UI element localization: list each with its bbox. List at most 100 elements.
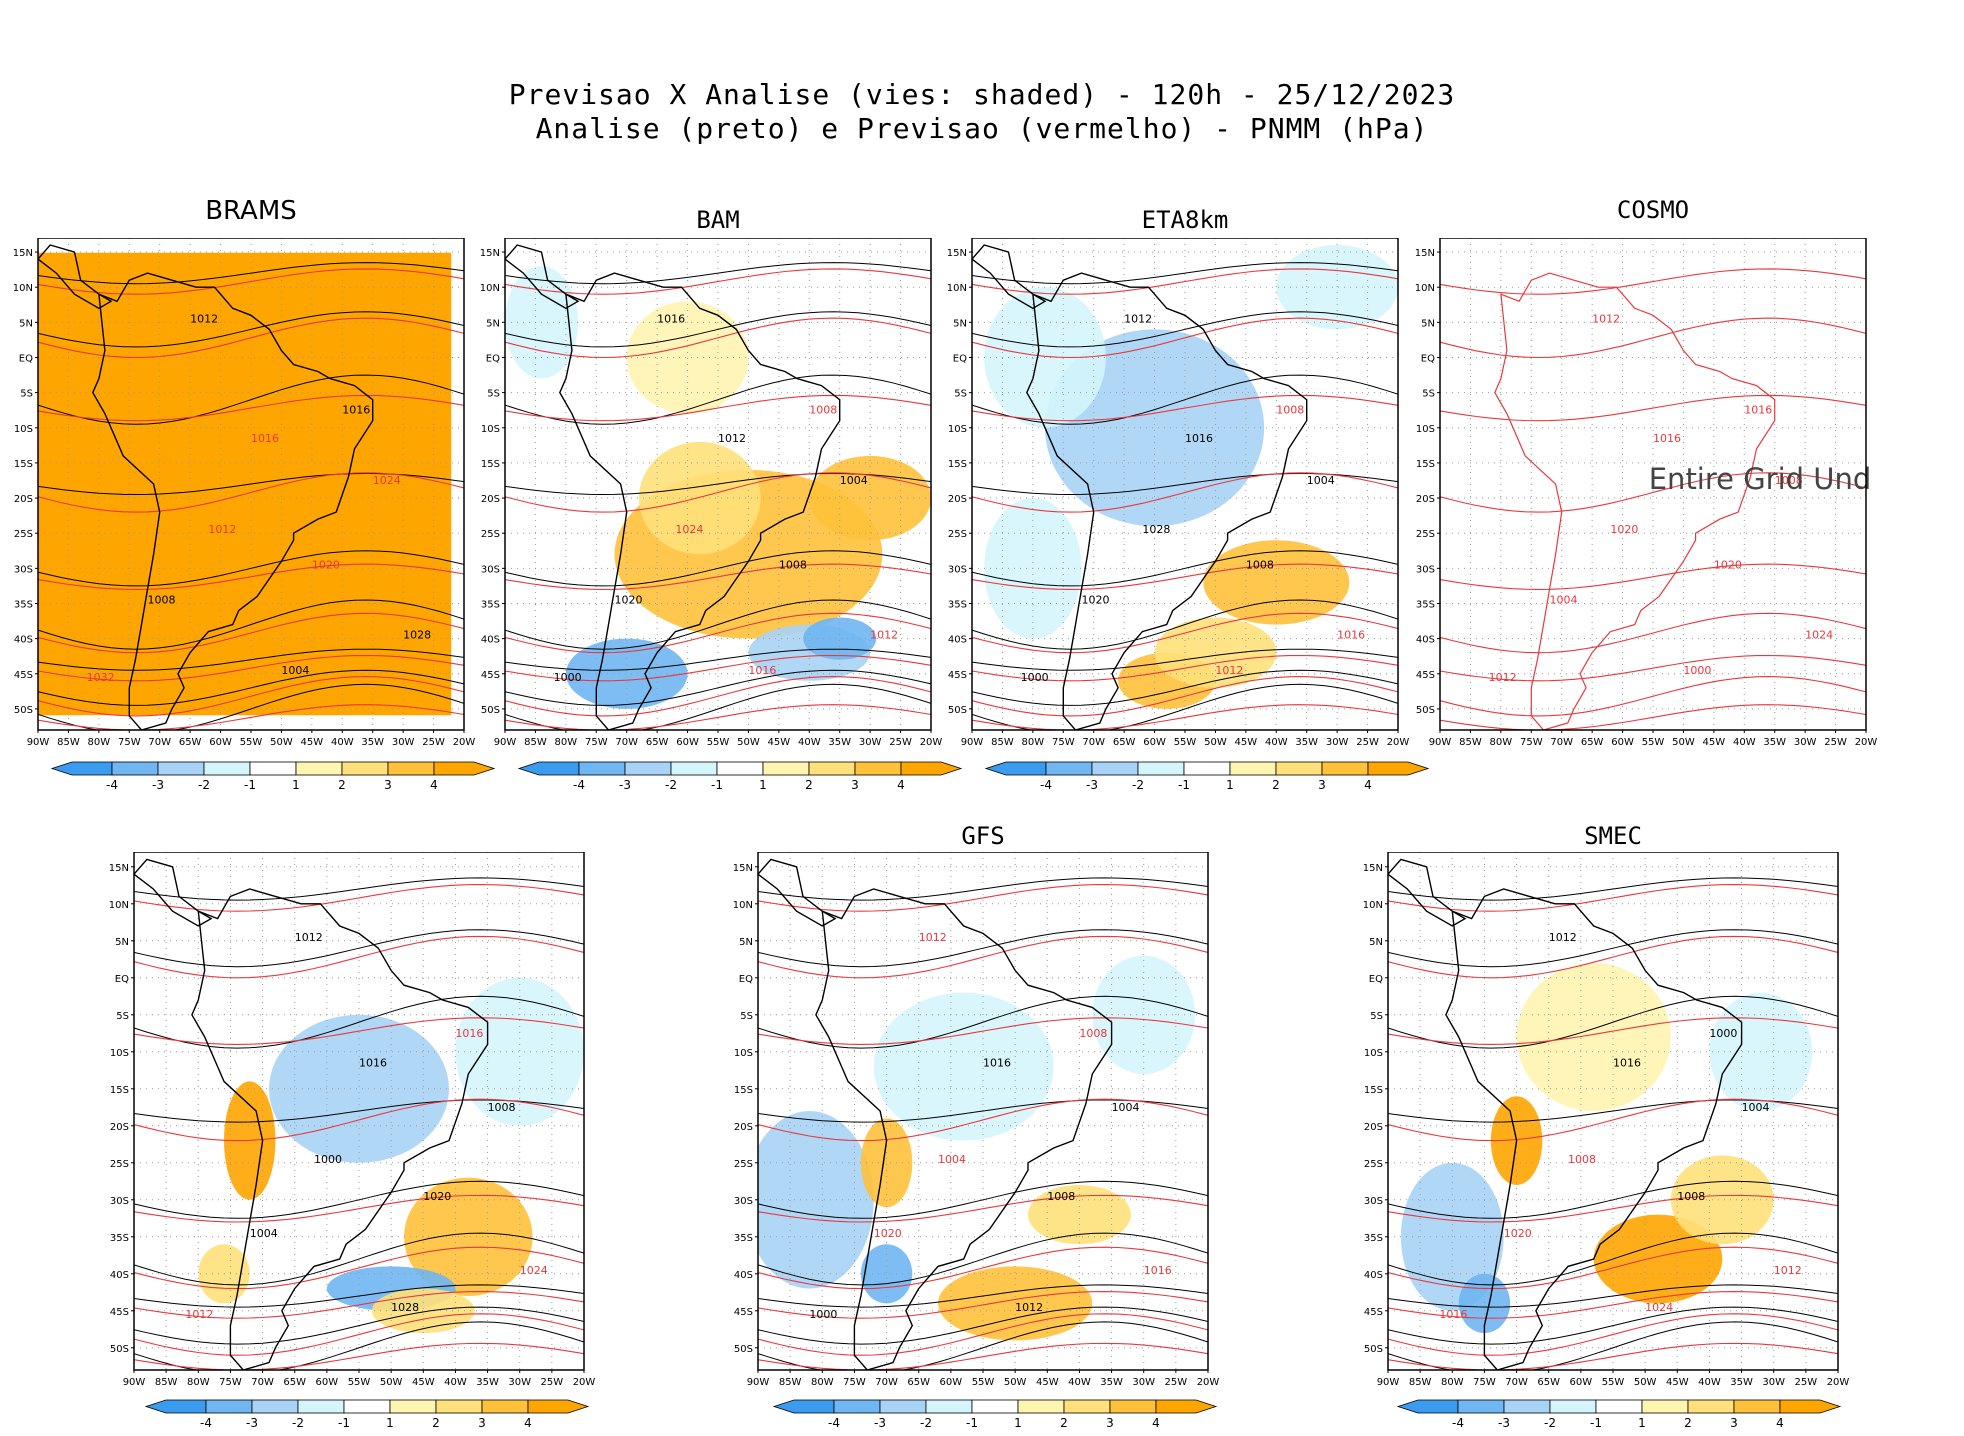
lat-tick-label: 25S: [1364, 1159, 1383, 1170]
analysis-isobar: [134, 1306, 584, 1345]
contour-label: 1020: [1610, 523, 1638, 536]
contour-label: 1012: [1215, 664, 1243, 677]
colorbar-segment: [1229, 761, 1277, 776]
lat-tick-label: 10S: [1416, 424, 1435, 435]
lat-tick-label: 30S: [110, 1196, 129, 1207]
colorbar-label: 4: [897, 778, 905, 792]
contour-label: 1020: [1504, 1227, 1532, 1240]
forecast-isobar: [972, 317, 1398, 359]
lat-tick-label: 5S: [1422, 389, 1435, 400]
forecast-isobar: [1440, 704, 1866, 730]
lat-tick-label: 20S: [1416, 494, 1435, 505]
colorbar-label: 2: [1684, 1416, 1692, 1430]
colorbar-segment: [295, 761, 343, 776]
forecast-isobar: [1388, 1246, 1838, 1290]
forecast-isobar: [1388, 1291, 1838, 1319]
forecast-isobar: [38, 704, 464, 730]
lon-tick-label: 30W: [1762, 1377, 1785, 1388]
map-cosmo: 1012 1016 1020 1008 1004 1000 1024 1012 1016 1020…: [1415, 238, 1877, 748]
colorbar-segment: [389, 1399, 437, 1414]
colorbar-segment: [297, 1399, 345, 1414]
colorbar-bam: -4 -3 -2 -1 1 2 3 4: [517, 761, 963, 792]
forecast-isobar: [505, 394, 931, 422]
colorbar-segment: [481, 1399, 529, 1414]
forecast-isobar: [758, 1313, 1208, 1356]
contour-label: 1020: [1714, 558, 1742, 571]
colorbar-segment: [1687, 1399, 1735, 1414]
panel-title-eta8km: ETA8km: [1141, 206, 1229, 234]
lon-tick-label: 35W: [476, 1377, 499, 1388]
contour-label: 1004: [1307, 474, 1335, 487]
contour-label: 1032: [87, 671, 115, 684]
lon-tick-label: 75W: [585, 737, 608, 748]
lat-tick-label: 15N: [480, 248, 500, 259]
map-brams: 1012 1016 1020 1024 1008 1004 1028 1032 1016 1012…: [13, 238, 475, 748]
contour-label: 1004: [1112, 1101, 1140, 1114]
lon-tick-label: 80W: [187, 1377, 210, 1388]
forecast-isobar: [505, 676, 931, 717]
contour-label: 1008: [779, 558, 807, 571]
contour-label: 1024: [373, 474, 401, 487]
analysis-isobar: [505, 669, 931, 706]
lat-tick-label: 10N: [1363, 900, 1383, 911]
colorbar-label: 2: [1060, 1416, 1068, 1430]
lon-tick-label: 40W: [1698, 1377, 1721, 1388]
panel-title-bam: BAM: [696, 206, 740, 234]
lon-tick-label: 90W: [27, 737, 50, 748]
lat-tick-label: EQ: [739, 974, 753, 985]
contour-label: 1000: [1683, 664, 1711, 677]
colorbar-gfs: -4 -3 -2 -1 1 2 3 4: [772, 1399, 1218, 1430]
forecast-isobar: [972, 472, 1398, 513]
contour-label: 1000: [1021, 671, 1049, 684]
lon-tick-label: 65W: [283, 1377, 306, 1388]
map-wrf: 1012 1016 1020 1008 1004 1028 1024 1012 1016 1000…: [109, 852, 595, 1388]
bias-shading: [626, 301, 749, 414]
forecast-isobar: [1440, 268, 1866, 295]
colorbar-segment: [50, 761, 113, 776]
forecast-isobar: [505, 654, 931, 682]
forecast-isobar: [134, 1017, 584, 1045]
lon-tick-label: 50W: [1004, 1377, 1027, 1388]
colorbar-label: -3: [1086, 778, 1098, 792]
colorbar-label: 4: [1364, 778, 1372, 792]
contour-label: 1016: [983, 1057, 1011, 1070]
colorbar-segment: [157, 761, 205, 776]
lon-tick-label: 20W: [920, 737, 943, 748]
lat-tick-label: 5N: [1369, 937, 1383, 948]
lon-tick-label: 45W: [768, 737, 791, 748]
colorbar-segment: [1109, 1399, 1157, 1414]
lat-tick-label: 40S: [1416, 635, 1435, 646]
analysis-isobar: [505, 648, 931, 671]
contour-label: 1000: [1709, 1027, 1737, 1040]
colorbar-label: -3: [246, 1416, 258, 1430]
analysis-isobar: [38, 262, 464, 285]
contour-label: 1008: [1079, 1027, 1107, 1040]
colorbar-segment: [1183, 761, 1231, 776]
colorbar-label: 3: [851, 778, 859, 792]
figure-title-line-1: Previsao X Analise (vies: shaded) - 120h…: [508, 78, 1456, 111]
lat-tick-label: 30S: [734, 1196, 753, 1207]
bias-shading: [38, 252, 452, 716]
colorbar-brams: -4 -3 -2 -1 1 2 3 4: [50, 761, 496, 792]
forecast-isobar: [505, 704, 931, 730]
analysis-isobar: [972, 311, 1398, 348]
lon-tick-label: 75W: [1052, 737, 1075, 748]
colorbar-label: 1: [292, 778, 300, 792]
lon-tick-label: 50W: [270, 737, 293, 748]
forecast-isobar: [134, 1098, 584, 1142]
contour-label: 1012: [1015, 1301, 1043, 1314]
analysis-isobar: [1388, 929, 1838, 968]
lat-tick-label: 20S: [14, 494, 33, 505]
lat-tick-label: 40S: [734, 1270, 753, 1281]
lon-tick-label: 40W: [444, 1377, 467, 1388]
contour-label: 1020: [423, 1190, 451, 1203]
colorbar-label: 1: [1014, 1416, 1022, 1430]
contour-label: 1020: [1082, 593, 1110, 606]
contour-label: 1008: [1775, 474, 1803, 487]
lat-tick-label: 10S: [734, 1048, 753, 1059]
lon-tick-label: 80W: [1490, 737, 1513, 748]
contour-label: 1020: [874, 1227, 902, 1240]
lat-tick-label: 35S: [481, 599, 500, 610]
forecast-isobar: [134, 1291, 584, 1319]
lon-tick-label: 70W: [615, 737, 638, 748]
